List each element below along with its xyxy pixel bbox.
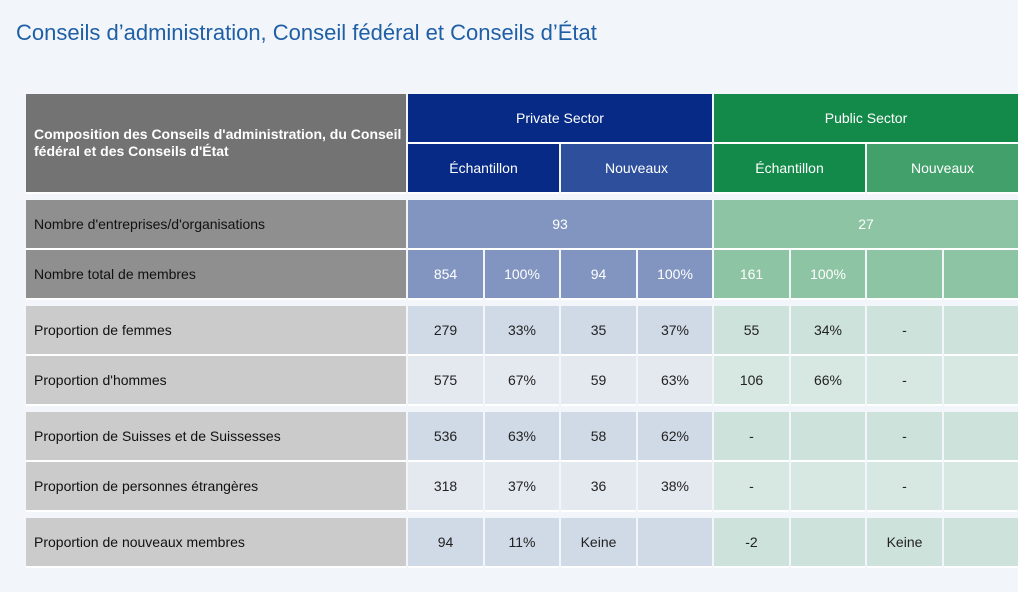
table-cell [791, 462, 865, 512]
cell-companies-public: 27 [714, 200, 1018, 250]
table-cell: 36 [561, 462, 636, 512]
table-cell [944, 518, 1018, 568]
table-cell: - [867, 356, 942, 406]
table-cell: Keine [561, 518, 636, 568]
row-label-swiss: Proportion de Suisses et de Suissesses [26, 412, 406, 462]
table-cell: 100% [791, 250, 865, 300]
table-cell: 63% [485, 412, 559, 462]
table-cell: 536 [408, 412, 483, 462]
table-cell: 94 [561, 250, 636, 300]
table-cell: Keine [867, 518, 942, 568]
table-cell: 38% [638, 462, 712, 512]
public-new-header: Nouveaux [867, 144, 1018, 194]
table-corner-label: Composition des Conseils d'administratio… [26, 94, 406, 194]
table-cell: 63% [638, 356, 712, 406]
row-label-total-members: Nombre total de membres [26, 250, 406, 300]
table-cell: -2 [714, 518, 789, 568]
table-cell: - [867, 462, 942, 512]
table-cell: 37% [485, 462, 559, 512]
page-title: Conseils d’administration, Conseil fédér… [16, 20, 597, 45]
table-cell [944, 462, 1018, 512]
table-cell: 161 [714, 250, 789, 300]
table-cell: 279 [408, 306, 483, 356]
table-cell: - [867, 412, 942, 462]
table-cell: 35 [561, 306, 636, 356]
private-new-header: Nouveaux [561, 144, 712, 194]
composition-table: Composition des Conseils d'administratio… [26, 94, 1018, 568]
table-cell: 59 [561, 356, 636, 406]
table-cell: 58 [561, 412, 636, 462]
table-cell [867, 250, 942, 300]
row-label-new-members: Proportion de nouveaux membres [26, 518, 406, 568]
table-cell: 575 [408, 356, 483, 406]
table-cell: 94 [408, 518, 483, 568]
public-sector-header: Public Sector [714, 94, 1018, 144]
table-cell: 37% [638, 306, 712, 356]
table-cell: 854 [408, 250, 483, 300]
table-cell: 55 [714, 306, 789, 356]
table-cell [791, 412, 865, 462]
row-label-women: Proportion de femmes [26, 306, 406, 356]
private-sample-header: Échantillon [408, 144, 559, 194]
table-cell: 318 [408, 462, 483, 512]
table-cell: 66% [791, 356, 865, 406]
table-cell: 34% [791, 306, 865, 356]
table-cell: 67% [485, 356, 559, 406]
public-sample-header: Échantillon [714, 144, 865, 194]
table-cell: - [714, 462, 789, 512]
row-label-men: Proportion d'hommes [26, 356, 406, 406]
table-cell [944, 356, 1018, 406]
row-label-foreigners: Proportion de personnes étrangères [26, 462, 406, 512]
table-cell: - [867, 306, 942, 356]
cell-companies-private: 93 [408, 200, 712, 250]
table-cell: 11% [485, 518, 559, 568]
table-cell: 33% [485, 306, 559, 356]
table-cell [638, 518, 712, 568]
table-cell: - [714, 412, 789, 462]
table-cell [791, 518, 865, 568]
private-sector-header: Private Sector [408, 94, 712, 144]
row-label-companies: Nombre d'entreprises/d'organisations [26, 200, 406, 250]
table-cell: 62% [638, 412, 712, 462]
table-cell [944, 412, 1018, 462]
table-cell [944, 306, 1018, 356]
table-cell: 100% [485, 250, 559, 300]
table-cell: 106 [714, 356, 789, 406]
table-cell: 100% [638, 250, 712, 300]
table-cell [944, 250, 1018, 300]
